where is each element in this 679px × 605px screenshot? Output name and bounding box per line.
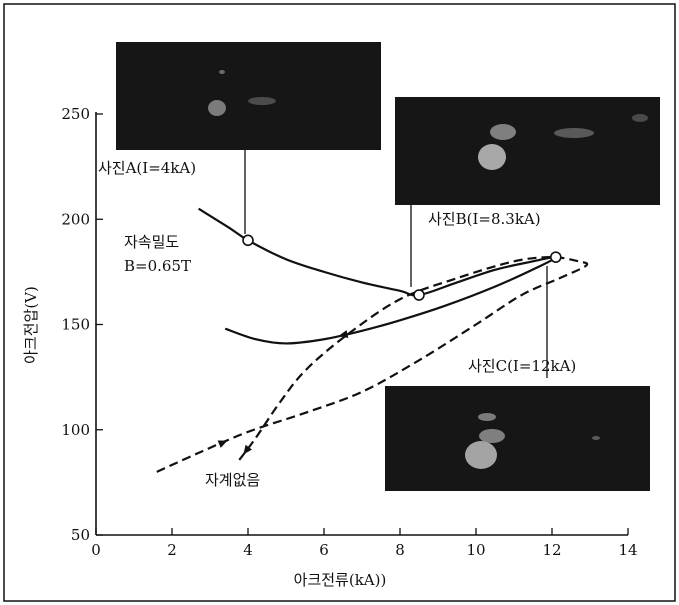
field-annotation-line1: 자속밀도	[124, 233, 179, 251]
photo-c	[385, 386, 650, 491]
x-tick-label: 14	[618, 541, 637, 559]
no-field-annotation: 자계없음	[205, 471, 260, 489]
x-tick-label: 6	[319, 541, 329, 559]
photo-b-label: 사진B(I=8.3kA)	[428, 210, 541, 228]
x-tick-label: 2	[167, 541, 177, 559]
photo-c-label: 사진C(I=12kA)	[468, 357, 576, 375]
y-axis-title: 아크전압(V)	[22, 286, 40, 364]
photo-leader-lines	[244, 150, 548, 378]
field-curve	[198, 207, 557, 345]
field-annotation-line2: B=0.65T	[124, 257, 191, 275]
no-field-curve-arrow	[243, 444, 253, 455]
no-field-curve	[156, 256, 589, 473]
axis-ticks: 0 2 4 6 8 10 12 14 50 100 150 200 250	[61, 105, 637, 559]
photo-marker-b	[413, 289, 425, 301]
y-tick-label: 50	[71, 526, 90, 544]
photo-a-label: 사진A(I=4kA)	[98, 159, 196, 177]
x-tick-label: 0	[91, 541, 101, 559]
series-layer	[156, 207, 589, 473]
no-field-curve-arrow	[217, 440, 228, 448]
x-axis-title: 아크전류(kA))	[294, 571, 387, 589]
y-tick-label: 250	[61, 105, 90, 123]
photo-marker-c	[549, 251, 562, 263]
y-tick-label: 200	[61, 210, 90, 228]
markers-layer	[242, 234, 562, 301]
photo-marker-a	[242, 234, 254, 247]
x-tick-label: 8	[395, 541, 405, 559]
x-tick-label: 4	[243, 541, 253, 559]
photo-b	[395, 97, 660, 205]
field-curve-arrow	[338, 330, 349, 338]
y-tick-label: 150	[61, 316, 90, 334]
photo-a	[116, 42, 381, 150]
x-tick-label: 12	[542, 541, 561, 559]
x-tick-label: 10	[466, 541, 485, 559]
y-tick-label: 100	[61, 421, 90, 439]
figure-frame	[3, 3, 676, 602]
